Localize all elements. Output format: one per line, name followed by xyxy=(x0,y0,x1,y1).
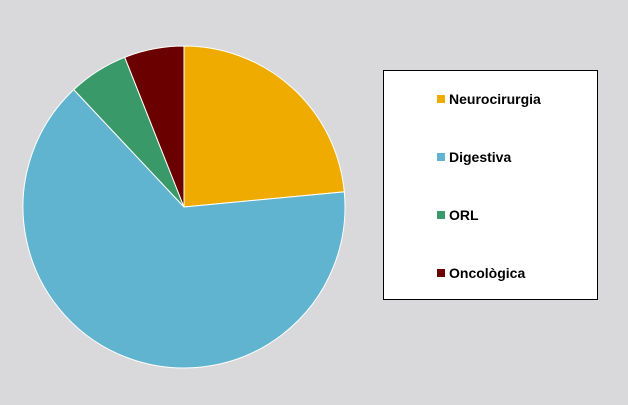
legend-label: Neurocirurgia xyxy=(449,91,541,107)
pie-slice-neurocirurgia xyxy=(183,45,345,208)
legend-item-orl: ORL xyxy=(437,207,479,223)
legend-swatch xyxy=(437,95,445,103)
pie-slice-digestiva xyxy=(22,88,346,369)
chart-legend: Neurocirurgia Digestiva ORL Oncològica xyxy=(383,70,598,300)
legend-swatch xyxy=(437,211,445,219)
legend-label: Digestiva xyxy=(449,149,512,165)
legend-swatch xyxy=(437,153,445,161)
pie-slice-oncol-gica xyxy=(124,45,185,208)
legend-item-digestiva: Digestiva xyxy=(437,149,511,165)
legend-label: Oncològica xyxy=(449,265,526,281)
legend-swatch xyxy=(437,269,445,277)
legend-item-oncologica: Oncològica xyxy=(437,265,525,281)
legend-item-neurocirurgia: Neurocirurgia xyxy=(437,91,541,107)
legend-label: ORL xyxy=(449,207,479,223)
